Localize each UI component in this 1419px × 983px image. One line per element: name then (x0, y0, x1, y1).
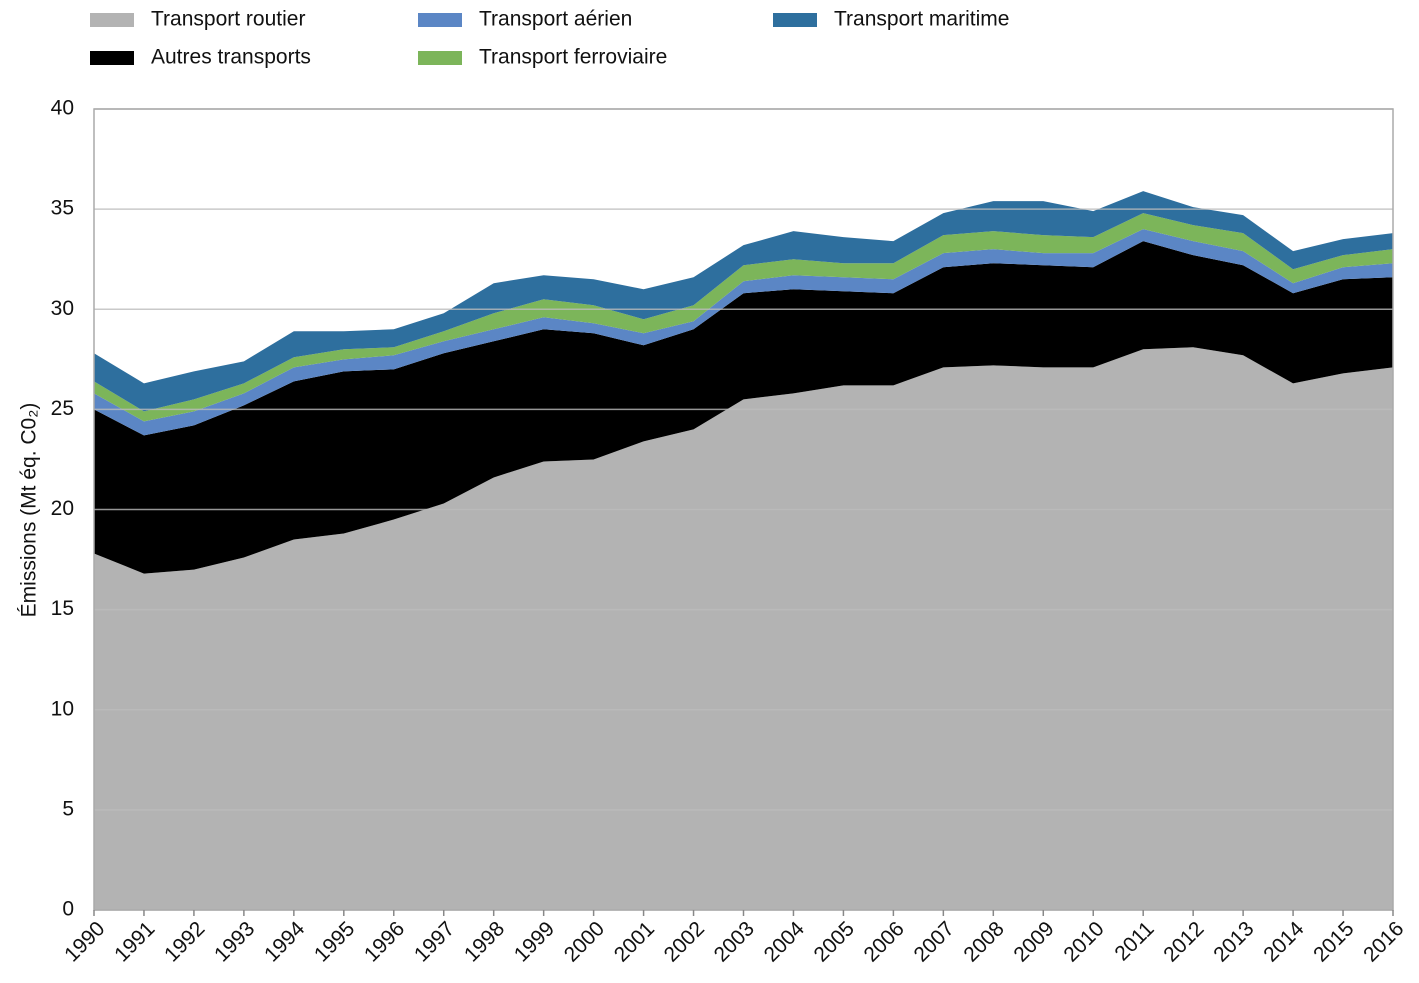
x-tick-label: 2004 (760, 917, 810, 967)
y-tick-label: 30 (51, 297, 74, 320)
y-tick-label: 40 (51, 97, 74, 120)
area (94, 191, 1393, 412)
legend-swatch (418, 13, 462, 27)
x-tick-label: 2001 (610, 917, 659, 966)
x-tick-label: 1992 (160, 917, 209, 966)
area (94, 347, 1393, 910)
x-tick-label: 2015 (1309, 917, 1358, 966)
x-tick-label: 2002 (660, 917, 709, 966)
legend-label: Transport routier (151, 8, 305, 31)
x-tick-label: 1999 (510, 917, 559, 966)
x-tick-label: 2006 (860, 917, 909, 966)
x-tick-label: 1996 (360, 917, 409, 966)
y-tick-label: 10 (51, 697, 74, 720)
y-axis-title: Émissions (Mt éq. C0₂) (18, 403, 41, 618)
y-tick-label: 15 (51, 597, 74, 620)
x-tick-label: 2005 (810, 917, 859, 966)
x-tick-label: 1991 (110, 917, 159, 966)
x-tick-label: 1990 (60, 917, 109, 966)
legend-swatch (90, 13, 134, 27)
y-tick-label: 20 (51, 497, 74, 520)
legend-swatch (90, 51, 134, 65)
legend-label: Autres transports (151, 46, 311, 69)
legend-label: Transport ferroviaire (479, 46, 667, 69)
x-tick-label: 2007 (910, 917, 959, 966)
x-tick-label: 2011 (1110, 917, 1158, 965)
x-tick-label: 2009 (1009, 917, 1058, 966)
x-tick-label: 2000 (560, 917, 609, 966)
x-tick-label: 2003 (710, 917, 759, 966)
x-tick-label: 2013 (1209, 917, 1258, 966)
y-tick-label: 5 (62, 797, 74, 820)
y-tick-label: 0 (62, 898, 74, 921)
x-tick-label: 2014 (1259, 917, 1309, 967)
x-tick-label: 1998 (460, 917, 509, 966)
y-tick-label: 35 (51, 197, 74, 220)
x-tick-label: 1997 (410, 917, 459, 966)
legend-label: Transport maritime (834, 8, 1009, 31)
legend-swatch (418, 51, 462, 65)
x-tick-label: 2016 (1359, 917, 1408, 966)
legend-swatch (773, 13, 817, 27)
x-tick-label: 2008 (959, 917, 1008, 966)
x-tick-label: 1993 (210, 917, 259, 966)
area (94, 241, 1393, 574)
x-tick-label: 2010 (1059, 917, 1108, 966)
x-tick-label: 2012 (1159, 917, 1208, 966)
y-tick-label: 25 (51, 397, 74, 420)
x-tick-label: 1994 (260, 917, 310, 967)
legend-label: Transport aérien (479, 8, 632, 31)
x-tick-label: 1995 (310, 917, 359, 966)
